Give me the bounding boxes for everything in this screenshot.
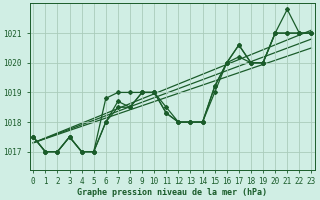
X-axis label: Graphe pression niveau de la mer (hPa): Graphe pression niveau de la mer (hPa) xyxy=(77,188,267,197)
